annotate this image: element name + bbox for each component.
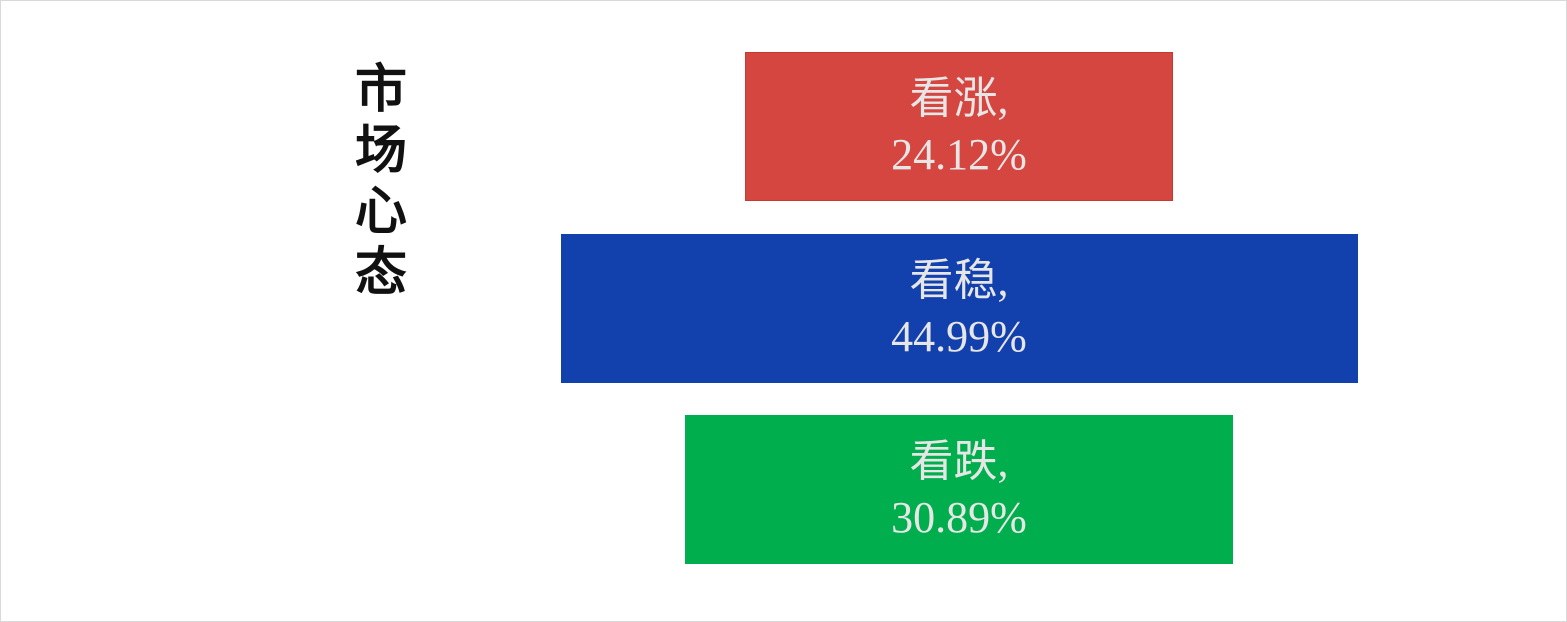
bar-category-label: 看跌,: [909, 436, 1009, 486]
bar-category-label: 看涨,: [909, 73, 1009, 123]
bar-value-label: 30.89%: [891, 492, 1027, 542]
bar-value-label: 24.12%: [891, 129, 1027, 179]
bar-3: 看跌, 30.89%: [685, 415, 1233, 564]
bar-category-label: 看稳,: [909, 255, 1009, 305]
bar-1: 看涨, 24.12%: [745, 52, 1173, 201]
bar-2: 看稳, 44.99%: [560, 234, 1358, 383]
bar-value-label: 44.99%: [891, 311, 1027, 361]
chart-title: 市场心态: [354, 59, 407, 303]
